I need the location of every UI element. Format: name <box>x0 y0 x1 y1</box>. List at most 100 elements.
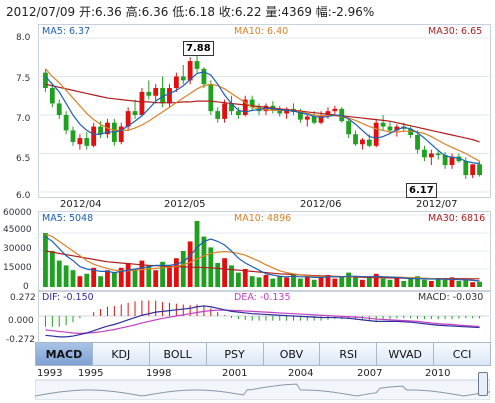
candle-body <box>235 111 241 115</box>
candle-body <box>318 115 324 123</box>
volume-bar <box>325 275 331 287</box>
high-price-callout: 7.88 <box>183 41 214 56</box>
low-label: 低: <box>172 5 189 19</box>
volume-bar <box>105 270 110 287</box>
volume-bar <box>346 272 352 287</box>
volume-bar <box>332 278 338 287</box>
ma5-volume-legend: MA5: 5048 <box>42 213 94 224</box>
price-y-tick: 7.5 <box>16 74 31 84</box>
candle-body <box>277 110 283 114</box>
candle-body <box>173 76 179 89</box>
candle-body <box>180 76 186 81</box>
volume-bar <box>146 265 152 287</box>
timeline-year: 1993 <box>37 368 63 379</box>
candle-body <box>422 149 427 158</box>
candle-body <box>284 108 290 114</box>
candle-body <box>449 156 455 166</box>
ma30-line <box>45 83 480 143</box>
timeline-sparkline <box>35 383 490 397</box>
candle-body <box>387 126 393 131</box>
volume-bar <box>70 270 76 287</box>
volume-bar <box>256 277 262 287</box>
volume-bar <box>235 272 241 287</box>
volume-bar <box>449 277 455 287</box>
candle-body <box>339 108 345 122</box>
volume-bar <box>242 269 248 287</box>
x-axis-label: 2012/06 <box>300 199 342 210</box>
volume-bar <box>263 275 269 287</box>
tab-obv[interactable]: OBV <box>262 342 321 366</box>
volume-bar <box>173 258 179 287</box>
price-y-tick: 8.0 <box>16 33 31 43</box>
candle-body <box>160 88 165 104</box>
ma5-line <box>44 71 480 165</box>
ma5-price-legend: MA5: 6.37 <box>42 26 91 37</box>
volume-ma5-line <box>45 236 480 282</box>
candle-body <box>229 103 234 112</box>
tab-cci[interactable]: CCI <box>433 342 491 366</box>
candle-body <box>222 103 228 119</box>
timeline-year: 1995 <box>78 368 104 379</box>
tab-kdj[interactable]: KDJ <box>91 342 150 366</box>
macd-y-tick: -0.272 <box>6 335 36 345</box>
candle-body <box>49 88 55 104</box>
volume-bar <box>56 260 62 287</box>
volume-y-tick: 45000 <box>3 225 32 235</box>
volume-bar <box>98 276 103 287</box>
volume-bar <box>311 279 317 287</box>
price-y-tick: 7.0 <box>16 114 31 124</box>
candle-body <box>477 164 482 176</box>
volume-bar <box>456 281 462 287</box>
tab-boll[interactable]: BOLL <box>148 342 207 366</box>
candle-body <box>215 111 221 119</box>
volume-y-tick: 30000 <box>3 244 32 254</box>
ma10-price-legend: MA10: 6.40 <box>234 26 289 37</box>
candle-body <box>360 139 365 145</box>
volume-bar <box>442 279 448 287</box>
volume-bar <box>428 281 434 287</box>
candle-body <box>442 155 448 166</box>
volume-bar <box>222 258 228 287</box>
volume-bar <box>180 251 186 287</box>
volume-bar <box>297 278 303 287</box>
open-value: 6.36 <box>95 5 122 19</box>
candle-body <box>394 126 400 131</box>
volume-y-tick: 0 <box>23 282 29 292</box>
price-y-tick: 6.5 <box>16 154 31 164</box>
volume-bar <box>229 265 234 287</box>
tab-psy[interactable]: PSY <box>205 342 264 366</box>
tab-rsi[interactable]: RSI <box>319 342 378 366</box>
tab-macd[interactable]: MACD <box>35 342 93 366</box>
volume-bar <box>201 236 207 287</box>
candle-body <box>415 135 420 150</box>
timeline-year: 2001 <box>222 368 248 379</box>
ma30-volume-legend: MA30: 6816 <box>428 213 486 224</box>
tab-wvad[interactable]: WVAD <box>376 342 435 366</box>
timeline-overview[interactable] <box>35 368 490 400</box>
candle-body <box>428 153 434 158</box>
volume-bar <box>215 263 221 287</box>
volume-bar <box>249 276 255 287</box>
candle-body <box>167 88 172 104</box>
high-label: 高: <box>125 5 142 19</box>
dea-line <box>45 309 480 334</box>
volume-bar <box>339 276 345 287</box>
candle-body <box>125 111 131 127</box>
macd-legend: MACD: -0.030 <box>418 292 484 303</box>
candle-body <box>366 139 372 146</box>
candle-body <box>194 61 200 69</box>
candle-body <box>146 91 152 96</box>
volume-bar <box>366 276 372 287</box>
candle-body <box>304 116 310 120</box>
dif-line <box>45 305 480 338</box>
volume-y-tick: 60000 <box>3 208 32 218</box>
high-value: 6.36 <box>141 5 169 19</box>
candle-body <box>470 164 476 176</box>
candle-body <box>70 130 76 142</box>
volume-bar <box>373 273 379 287</box>
macd-chart <box>38 300 489 338</box>
candle-body <box>332 108 338 112</box>
volume-bar <box>463 279 469 287</box>
timeline-range-handle[interactable] <box>478 372 488 396</box>
candle-body <box>43 72 48 89</box>
